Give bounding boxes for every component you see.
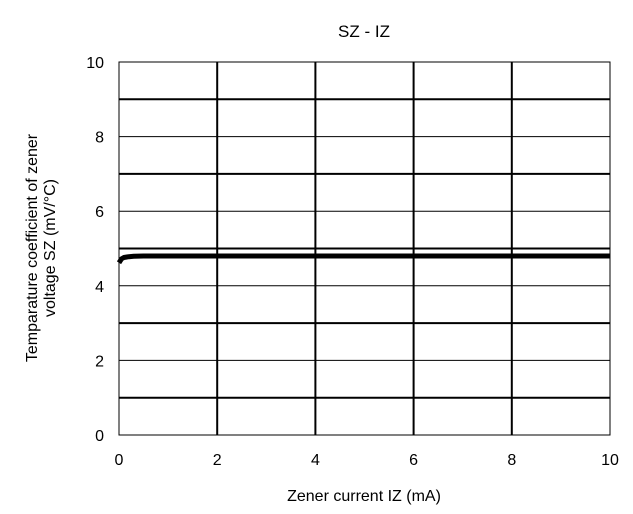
y-tick-label: 4 xyxy=(95,279,104,296)
y-axis-label: Temparature coefficient of zener voltage… xyxy=(24,133,59,362)
x-tick-label: 10 xyxy=(601,452,619,469)
y-tick-labels: 0 2 4 6 8 10 xyxy=(86,55,104,445)
y-axis-label-line-2: voltage SZ (mV/°C) xyxy=(42,179,59,317)
y-axis-label-line-1: Temparature coefficient of zener xyxy=(24,133,41,362)
y-tick-label: 2 xyxy=(95,353,104,370)
chart-title: SZ - IZ xyxy=(338,22,390,41)
x-tick-label: 6 xyxy=(409,452,418,469)
grid-lines xyxy=(119,62,610,435)
y-tick-label: 10 xyxy=(86,55,104,72)
x-tick-label: 0 xyxy=(115,452,124,469)
y-tick-label: 0 xyxy=(95,428,104,445)
series-layer xyxy=(116,253,610,265)
y-tick-label: 6 xyxy=(95,204,104,221)
series-line xyxy=(116,253,610,265)
x-tick-label: 2 xyxy=(213,452,222,469)
x-tick-labels: 0 2 4 6 8 10 xyxy=(115,452,619,469)
x-axis-label: Zener current IZ (mA) xyxy=(287,488,441,505)
plot-border xyxy=(118,61,611,436)
y-tick-label: 8 xyxy=(95,130,104,147)
x-tick-label: 8 xyxy=(507,452,516,469)
x-tick-label: 4 xyxy=(311,452,320,469)
